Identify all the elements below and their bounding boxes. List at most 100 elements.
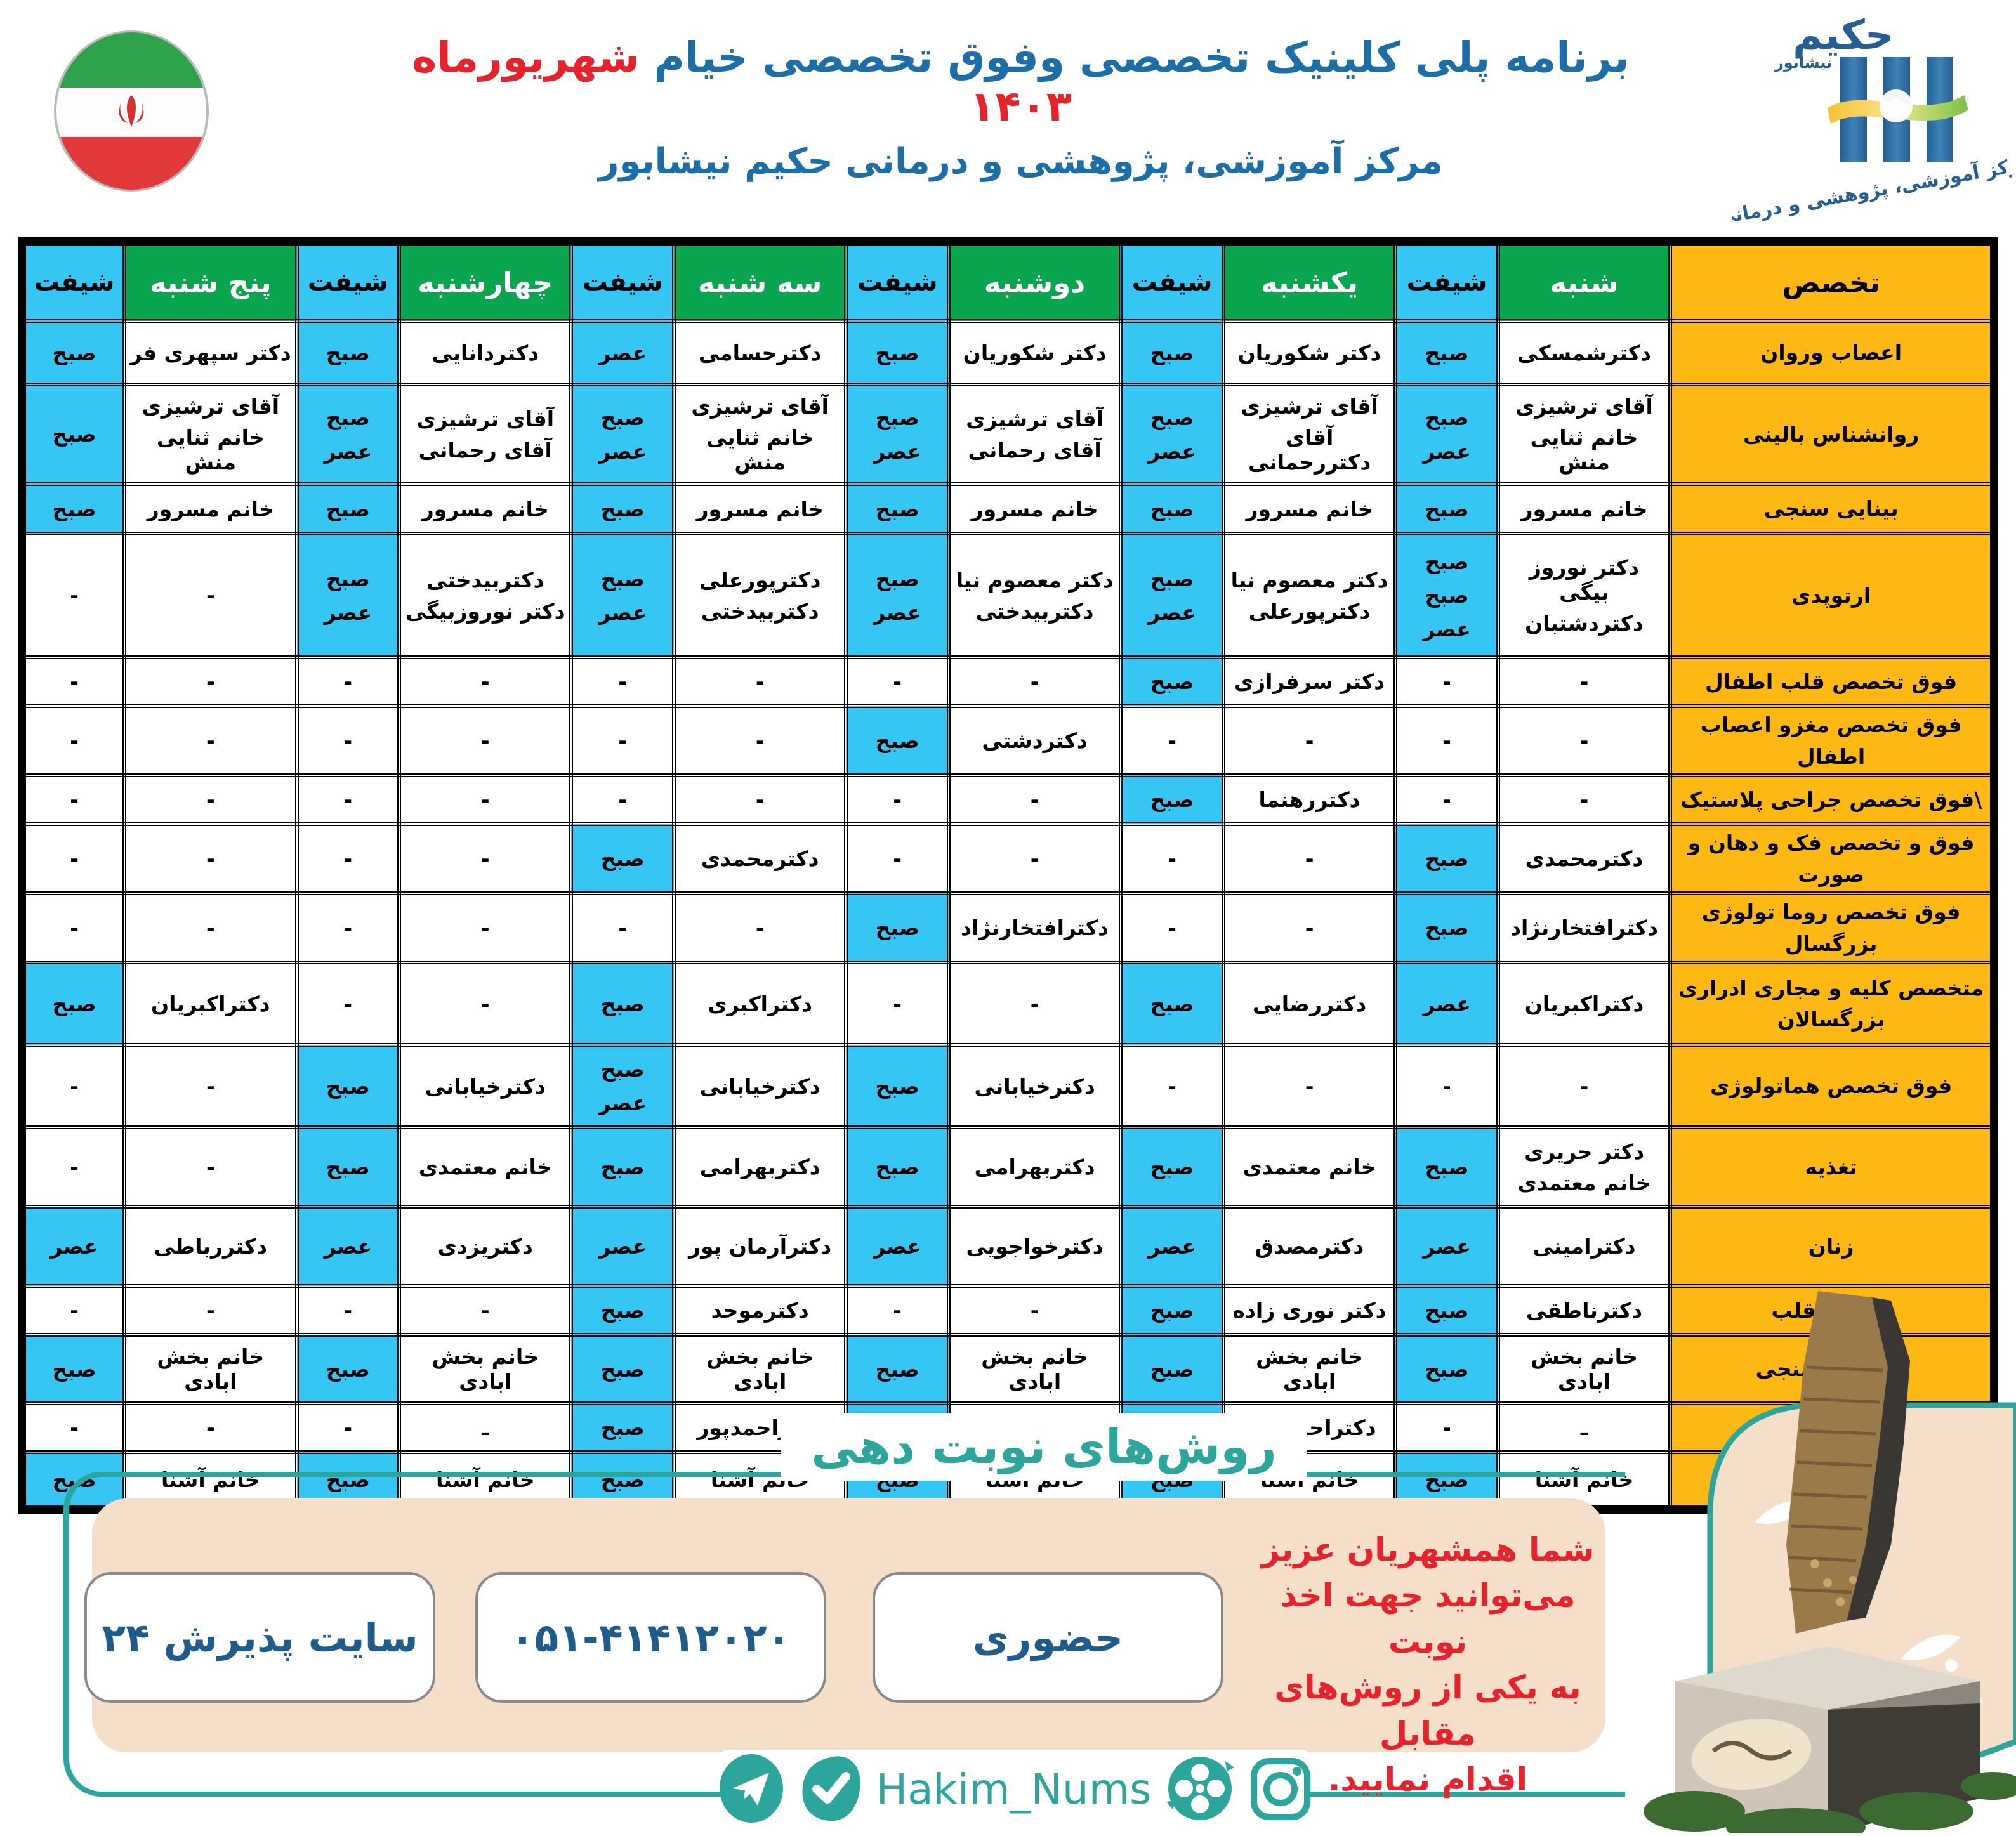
shift-cell: - — [20, 773, 127, 826]
page-title-month: شهریورماه ۱۴۰۳ — [412, 33, 1072, 131]
shift-cell: صبح — [1393, 319, 1500, 386]
table-row: متخصص کلیه و مجاری ادراری بزرگسالان دکتراک… — [20, 961, 1996, 1047]
doctor-cell: دکتررضایی — [1221, 961, 1398, 1047]
doctor-cell: دکتر شکوریان — [946, 319, 1123, 386]
doctor-cell: خانم مسرور — [122, 482, 299, 535]
doctor-cell: - — [1221, 1043, 1398, 1129]
telegram-icon[interactable] — [718, 1754, 785, 1826]
doctor-cell: - — [397, 1284, 574, 1337]
shift-cell: - — [569, 891, 676, 964]
specialty-cell: فوق و تخصص فک و دهان و صورت — [1668, 822, 1996, 895]
doctor-cell: خانم بخش ابادی — [671, 1333, 848, 1405]
shift-cell: صبح — [294, 1043, 402, 1129]
column-shift: شیفت — [844, 239, 951, 323]
shift-cell: صبح — [1393, 1333, 1500, 1405]
column-day: شنبه — [1496, 239, 1673, 323]
table-row: تغذیه دکتر حریری خانم معتمدی صبح خانم معتمدی… — [20, 1125, 1996, 1209]
shift-cell: صبح — [844, 891, 951, 964]
aparat-icon[interactable] — [1165, 1754, 1235, 1826]
page-title: برنامه پلی کلینیک تخصصی وفوق تخصصی خیام … — [355, 33, 1686, 131]
doctor-cell: - — [397, 822, 574, 895]
shift-cell: صبح — [20, 1333, 127, 1405]
social-handle[interactable]: Hakim_Nums — [876, 1765, 1152, 1814]
shift-cell: صبح صبح عصر — [1393, 532, 1500, 659]
specialty-cell: ارتوپدی — [1668, 532, 1996, 659]
doctor-cell: دکتربیدختی دکتر نوروزبیگی — [397, 532, 574, 659]
shift-cell: - — [294, 822, 402, 895]
shift-cell: صبح — [294, 482, 402, 535]
shift-cell: صبح — [569, 1125, 676, 1209]
shift-cell: عصر — [844, 1205, 951, 1288]
shift-cell: صبح — [20, 482, 127, 535]
shift-cell: صبح عصر — [1119, 383, 1225, 486]
doctor-cell: خانم مسرور — [1496, 482, 1673, 535]
doctor-cell: دکتربهرامی — [671, 1125, 848, 1209]
shift-cell: - — [294, 1401, 402, 1454]
specialty-cell: متخصص کلیه و مجاری ادراری بزرگسالان — [1668, 961, 1996, 1047]
doctor-cell: آقای ترشیزی آقای رحمانی — [397, 383, 574, 486]
doctor-cell: دکتر معصوم نیا دکترپورعلی — [1221, 532, 1398, 659]
shift-cell: صبح عصر — [569, 1043, 676, 1129]
column-shift: شیفت — [569, 239, 676, 323]
shift-cell: صبح — [294, 1333, 402, 1405]
doctor-cell: خانم بخش ابادی — [122, 1333, 299, 1405]
column-day: یکشنبه — [1221, 239, 1398, 323]
table-row: فوق تخصص مغزو اعصاب اطفال - - - - دکتردشتی صبح… — [20, 704, 1996, 777]
doctor-cell: - — [1496, 655, 1673, 708]
shift-cell: - — [569, 773, 676, 826]
doctor-cell: دکتردانایی — [397, 319, 574, 386]
shift-cell: - — [844, 822, 951, 895]
column-day: پنج شنبه — [122, 239, 299, 323]
in-person-button[interactable]: حضوری — [873, 1572, 1223, 1703]
table-row: فوق تخصص هماتولوژی - - - - دکترخیابانی صبح دکتر… — [20, 1043, 1996, 1129]
doctor-cell: - — [122, 1125, 299, 1209]
doctor-cell: - — [1221, 822, 1398, 895]
doctor-cell: دکترشمسکی — [1496, 319, 1673, 386]
shift-cell: صبح — [1119, 319, 1225, 386]
shift-cell: - — [1119, 1043, 1225, 1129]
shift-cell: صبح — [844, 1125, 951, 1209]
column-shift: شیفت — [294, 239, 402, 323]
phone-number-button[interactable]: ۰۵۱-۴۱۴۱۲۰۲۰ — [475, 1572, 826, 1703]
doctor-cell: آقای ترشیزی آقای رحمانی — [946, 383, 1123, 486]
column-shift: شیفت — [1119, 239, 1225, 323]
doctor-cell: - — [397, 891, 574, 964]
shift-cell: صبح — [569, 822, 676, 895]
specialty-cell: زنان — [1668, 1205, 1996, 1288]
doctor-cell: آقای ترشیزی خانم ثنایی منش — [1496, 383, 1673, 486]
schedule-table: تخصص شنبه شیفت یکشنبه شیفت دوشنبه شیفت سه شنبه ش… — [18, 237, 1998, 1514]
doctor-cell: دکتر سرفرازی — [1221, 655, 1398, 708]
shift-cell: - — [20, 704, 127, 777]
doctor-cell: دکترمحمدی — [1496, 822, 1673, 895]
shift-cell: صبح — [1393, 1125, 1500, 1209]
shift-cell: صبح — [569, 482, 676, 535]
shift-cell: صبح عصر — [1119, 532, 1225, 659]
doctor-cell: خانم مسرور — [397, 482, 574, 535]
site-paziresh24-button[interactable]: سایت پذیرش ۲۴ — [84, 1572, 435, 1703]
shift-cell: عصر — [1393, 1205, 1500, 1288]
page-title-main: برنامه پلی کلینیک تخصصی وفوق تخصصی خیام — [654, 33, 1630, 82]
shift-cell: صبح — [569, 1401, 676, 1454]
doctor-cell: - — [122, 822, 299, 895]
shift-cell: صبح — [294, 1125, 402, 1209]
column-day: دوشنبه — [946, 239, 1123, 323]
specialty-cell: اعصاب وروان — [1668, 319, 1996, 386]
doctor-cell: - — [122, 704, 299, 777]
shift-cell: - — [1393, 1401, 1500, 1454]
shift-cell: - — [1119, 822, 1225, 895]
doctor-cell: دکترخواجویی — [946, 1205, 1123, 1288]
eitaa-check-icon[interactable] — [799, 1754, 862, 1826]
doctor-cell: - — [946, 961, 1123, 1047]
instagram-icon[interactable] — [1249, 1754, 1312, 1826]
doctor-cell: دکتر حریری خانم معتمدی — [1496, 1125, 1673, 1209]
column-day: سه شنبه — [671, 239, 848, 323]
doctor-cell: - — [671, 773, 848, 826]
shift-cell: صبح — [844, 482, 951, 535]
doctor-cell: دکترخیابانی — [397, 1043, 574, 1129]
shift-cell: صبح عصر — [844, 532, 951, 659]
shift-cell: صبح عصر — [569, 383, 676, 486]
doctor-cell: دکترافتخارنژاد — [946, 891, 1123, 964]
doctor-cell: - — [1496, 1043, 1673, 1129]
shift-cell: - — [1393, 773, 1500, 826]
